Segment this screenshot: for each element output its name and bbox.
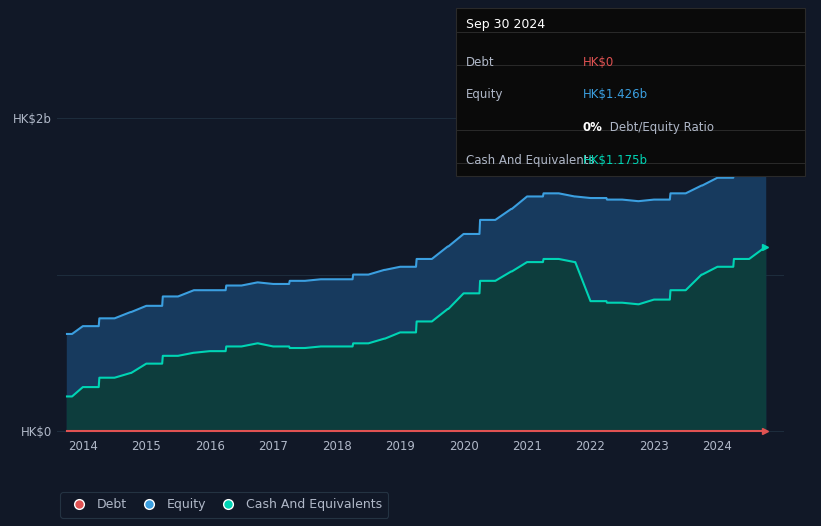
Text: 0%: 0% [583, 121, 603, 134]
Text: HK$1.175b: HK$1.175b [583, 154, 648, 167]
Text: Cash And Equivalents: Cash And Equivalents [466, 154, 594, 167]
Text: Equity: Equity [466, 88, 503, 102]
Text: Sep 30 2024: Sep 30 2024 [466, 18, 544, 31]
Text: Debt: Debt [466, 56, 494, 69]
Legend: Debt, Equity, Cash And Equivalents: Debt, Equity, Cash And Equivalents [60, 492, 388, 518]
Text: HK$1.426b: HK$1.426b [583, 88, 648, 102]
Text: Debt/Equity Ratio: Debt/Equity Ratio [606, 121, 714, 134]
Text: HK$0: HK$0 [583, 56, 614, 69]
